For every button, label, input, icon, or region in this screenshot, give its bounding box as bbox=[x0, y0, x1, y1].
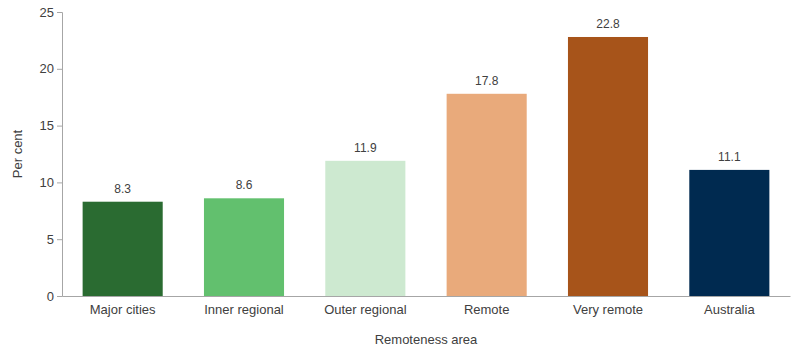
tick-mark bbox=[57, 239, 62, 240]
tick: 20 bbox=[40, 61, 62, 76]
data-labels: 8.3 8.6 11.9 17.8 22.8 11.1 bbox=[114, 17, 741, 196]
bar bbox=[447, 94, 527, 296]
tick-label: Outer regional bbox=[324, 302, 406, 317]
tick-mark bbox=[57, 126, 62, 127]
tick-mark bbox=[57, 182, 62, 183]
tick: Inner regional bbox=[204, 302, 284, 317]
tick: 0 bbox=[47, 289, 62, 304]
tick: 15 bbox=[40, 118, 62, 133]
axis-line bbox=[63, 296, 791, 297]
bar bbox=[83, 202, 163, 296]
tick: Remote bbox=[464, 302, 510, 317]
tick-label: 0 bbox=[47, 289, 54, 304]
tick: 5 bbox=[47, 232, 62, 247]
tick-mark bbox=[57, 12, 62, 13]
bar bbox=[689, 170, 769, 296]
tick-label: 20 bbox=[40, 61, 54, 76]
tick-mark bbox=[57, 296, 62, 297]
tick-label: Inner regional bbox=[204, 302, 284, 317]
tick-label: 5 bbox=[47, 232, 54, 247]
axis-line bbox=[57, 13, 63, 297]
tick: Very remote bbox=[573, 302, 643, 317]
tick: Australia bbox=[704, 302, 755, 317]
data-label: 17.8 bbox=[475, 74, 499, 88]
tick-label: Very remote bbox=[573, 302, 643, 317]
data-label: 11.9 bbox=[354, 141, 377, 155]
tick-label: 15 bbox=[40, 118, 54, 133]
bar bbox=[204, 198, 284, 296]
tick-label: Major cities bbox=[90, 302, 156, 317]
tick-label: Remote bbox=[464, 302, 510, 317]
tick: Outer regional bbox=[324, 302, 406, 317]
tick-label: 25 bbox=[40, 5, 54, 20]
data-label: 8.3 bbox=[114, 182, 131, 196]
tick: 10 bbox=[40, 175, 62, 190]
bar bbox=[568, 37, 648, 296]
data-label: 11.1 bbox=[718, 150, 741, 164]
tick: 25 bbox=[40, 5, 62, 20]
data-label: 8.6 bbox=[236, 178, 253, 192]
tick-mark bbox=[57, 69, 62, 70]
chart: 0 5 10 15 20 25 Major cities Inner regional Oute… bbox=[0, 0, 800, 355]
tick-label: Australia bbox=[704, 302, 755, 317]
y-axis-title: Per cent bbox=[10, 129, 25, 178]
plot: 0 5 10 15 20 25 Major cities Inner regional Oute… bbox=[40, 5, 791, 318]
bar bbox=[325, 161, 405, 296]
x-axis: Major cities Inner regional Outer regional… bbox=[63, 297, 791, 318]
y-axis: 0 5 10 15 20 25 bbox=[40, 5, 63, 304]
tick: Major cities bbox=[90, 302, 156, 317]
data-label: 22.8 bbox=[596, 17, 620, 31]
x-axis-title: Remoteness area bbox=[375, 332, 478, 347]
tick-label: 10 bbox=[40, 175, 54, 190]
bars bbox=[83, 37, 770, 296]
